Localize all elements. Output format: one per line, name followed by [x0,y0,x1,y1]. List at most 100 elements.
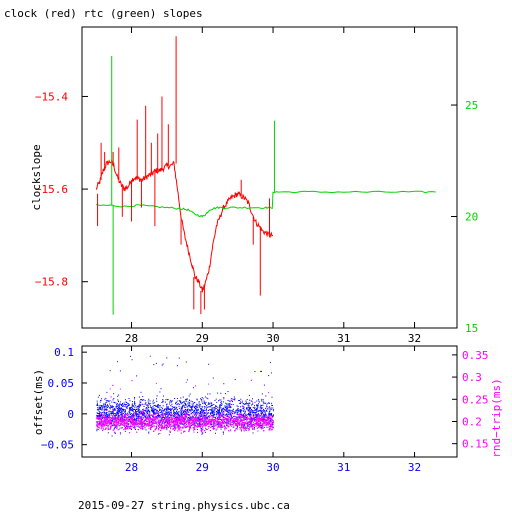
x-tick-label: 32 [408,332,421,345]
rndtrip-point [137,418,139,420]
offset-point [247,407,249,409]
offset-point [255,415,257,417]
offset-point [120,411,122,413]
offset-point [196,429,198,430]
rndtrip-point [193,424,195,426]
offset-point [246,423,248,425]
rndtrip-point [219,420,221,422]
rndtrip-point [204,422,205,424]
offset-point [134,397,136,398]
rndtrip-point [176,421,178,423]
rndtrip-point [196,416,198,418]
offset-point [112,408,114,410]
rndtrip-point [114,424,116,426]
rndtrip-point [207,419,209,421]
offset-point [128,404,130,406]
rndtrip-point [137,423,139,425]
offset-point [153,412,155,414]
offset-point [101,426,103,428]
offset-point [166,409,168,411]
offset-point [262,402,264,404]
offset-point [232,421,234,423]
offset-point [153,409,155,411]
rndtrip-point [222,423,224,425]
offset-point [173,409,175,410]
offset-point [133,398,135,400]
offset-point [174,406,176,408]
offset-point [227,407,229,409]
offset-point [104,407,106,409]
offset-point [119,417,121,419]
offset-point [113,408,115,410]
offset-point [167,415,169,417]
rndtrip-point [127,413,129,415]
offset-point [245,417,247,419]
offset-point [147,423,149,425]
offset-point [183,405,185,407]
offset-point [180,397,182,399]
offset-point [176,407,178,409]
offset-point [166,404,167,406]
offset-point [251,404,252,406]
offset-point [191,406,193,408]
offset-point [230,407,232,408]
rndtrip-point [112,418,114,420]
offset-point [243,415,244,417]
offset-point [115,405,117,407]
offset-point [131,401,133,402]
rndtrip-point [166,426,168,428]
offset-point [269,420,271,422]
offset-point [120,419,122,421]
offset-point [185,406,187,408]
offset-point [166,403,168,405]
offset-point [97,415,98,417]
offset-point [153,364,155,366]
rndtrip-point [181,419,183,421]
rndtrip-point [131,380,133,382]
rndtrip-point [212,422,214,424]
rndtrip-point [198,421,200,423]
rndtrip-point [131,414,133,416]
rndtrip-point [181,423,183,425]
offset-point [156,400,158,402]
offset-point [179,403,181,405]
offset-point [102,427,104,429]
rndtrip-point [140,413,142,415]
offset-point [213,419,215,421]
offset-point [252,411,254,413]
offset-point [200,398,202,400]
offset-point [186,409,188,411]
offset-point [123,410,125,412]
offset-point [153,413,155,415]
rndtrip-point [217,423,219,425]
rndtrip-point [161,420,163,422]
offset-point [148,432,150,434]
rndtrip-point [258,419,260,421]
offset-point [98,415,100,417]
offset-point [145,402,147,404]
rndtrip-point [211,418,213,420]
rndtrip-point [219,425,221,427]
offset-point [213,404,215,405]
offset-point [113,398,115,400]
offset-point [189,393,191,395]
rndtrip-point [198,426,200,428]
rndtrip-point [200,420,201,422]
rndtrip-point [190,427,192,429]
rndtrip-point [151,420,153,422]
rndtrip-point [271,421,273,423]
offset-point [139,410,141,412]
offset-point [173,409,175,411]
offset-point [165,399,167,401]
rndtrip-point [163,428,165,430]
offset-point [157,421,159,423]
offset-point [231,421,233,423]
offset-point [116,403,118,405]
offset-point [157,415,159,416]
offset-point [175,419,177,421]
rndtrip-point [161,415,163,417]
offset-point [160,417,162,419]
offset-point [147,406,149,408]
offset-point [137,417,139,419]
offset-point [176,411,178,413]
